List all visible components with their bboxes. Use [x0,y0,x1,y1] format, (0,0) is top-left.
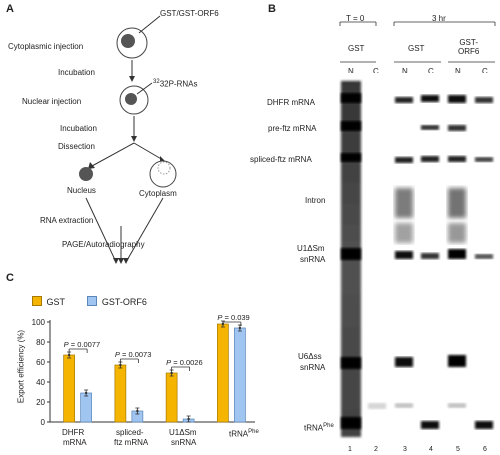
x-cat-1-line1: DHFR [62,428,85,437]
bar [80,392,92,423]
gel-bands [341,81,493,437]
p-value-label: P = 0.039 [217,313,249,322]
needle-icon [138,15,161,34]
condition-gst-2: GST [408,44,425,53]
data-point [67,353,71,357]
band-label-trna: tRNAPhe [304,422,334,433]
band-label-spliced-ftz: spliced-ftz mRNA [250,155,312,164]
band-label-u6-snrna: snRNA [300,363,326,372]
data-point [187,417,190,421]
bar [165,372,178,423]
band-label-dhfr: DHFR mRNA [267,98,315,107]
label-cytoplasm: Cytoplasm [139,189,177,198]
condition-gst-1: GST [348,44,365,53]
x-cat-3-line1: U1ΔSm [169,428,197,437]
inject-label-2-text: 32P-RNAs [159,79,198,89]
step-cytoplasmic-injection: Cytoplasmic injection [8,42,84,51]
inject-label-2: 3232P-RNAs [153,79,198,89]
condition-orf6-bottom: ORF6 [458,47,480,56]
band-label-u1-snrna: snRNA [300,255,326,264]
bar [114,364,127,423]
x-cat-3-line2: snRNA [171,438,197,447]
inject-label-1: GST/GST-ORF6 [160,9,219,18]
band-label-u1: U1ΔSm [297,244,325,253]
gel-image [338,73,498,441]
bar [234,327,246,423]
nucleus-icon [125,93,137,105]
fraction-label: N [348,67,354,76]
p-value-label: P = 0.0026 [166,358,203,367]
p-value-label: P = 0.0073 [115,350,152,359]
x-cat-4-line1: tRNAPhe [229,428,259,439]
condition-orf6-top: GST- [459,38,478,47]
needle-icon [136,82,153,95]
lane-number: 3 [403,446,407,453]
legend-label-gst: GST [46,297,65,307]
lane-number: 5 [456,446,460,453]
band-label-trna-text: tRNA [304,423,324,433]
nucleus-icon [79,167,93,181]
panel-b-letter: B [268,3,276,15]
lane-number: 1 [348,446,352,453]
step-dissection: Dissection [58,142,95,151]
x-cat-1-line2: mRNA [63,438,87,447]
panel-a-letter: A [6,3,14,15]
x-cat-4-text: tRNA [229,429,249,439]
y-tick-label: 80 [36,338,45,347]
nucleus-icon [121,34,135,48]
p-value-label: P = 0.0077 [64,340,101,349]
fraction-label: C [428,67,434,76]
fraction-label: C [373,67,379,76]
arrow-down-icon [118,258,124,264]
y-tick-label: 60 [36,358,45,367]
step-incubation-2: Incubation [60,124,97,133]
lane-number: 6 [483,446,487,453]
arrow-down-icon [131,136,137,142]
data-point [84,391,88,395]
legend-swatch-orf6 [87,295,98,306]
step-incubation-1: Incubation [58,68,95,77]
arrow-down-icon [129,76,135,82]
band-label-intron: Intron [305,196,326,205]
x-cat-2-line1: spliced- [116,428,144,437]
lane-number: 4 [429,446,433,453]
x-cat-2-line2: ftz mRNA [114,438,149,447]
band-label-u6: U6Δss [298,352,322,361]
fraction-label: C [482,67,488,76]
lane-number: 2 [374,446,378,453]
y-tick-label: 100 [32,318,46,327]
band-label-pre-ftz: pre-ftz mRNA [268,124,317,133]
data-point [238,326,242,330]
condition-orf6: GST- ORF6 [458,38,479,56]
legend-swatch-gst [32,295,42,306]
step-rna-extraction: RNA extraction [40,216,94,225]
label-nucleus: Nucleus [67,186,96,195]
fraction-label: N [402,67,408,76]
data-point [119,363,122,367]
x-cat-4-sup: Phe [248,429,259,435]
y-tick-label: 40 [36,378,45,387]
time-label-t0: T = 0 [346,14,365,23]
legend: GST GST-ORF6 [32,292,147,310]
step-page: PAGE/Autoradiography [62,240,145,249]
data-point [170,371,173,375]
time-label-3hr: 3 hr [432,14,446,23]
legend-label-orf6: GST-ORF6 [101,297,147,307]
step-nuclear-injection: Nuclear injection [22,97,82,106]
y-tick-label: 20 [36,398,45,407]
data-point [136,409,139,413]
panel-c-letter: C [6,272,14,284]
fraction-label: N [455,67,461,76]
bar [63,354,75,423]
arrow-icon [88,162,95,169]
bar [217,323,229,423]
y-tick-label: 0 [41,418,46,427]
band-label-trna-sup: Phe [323,423,334,429]
